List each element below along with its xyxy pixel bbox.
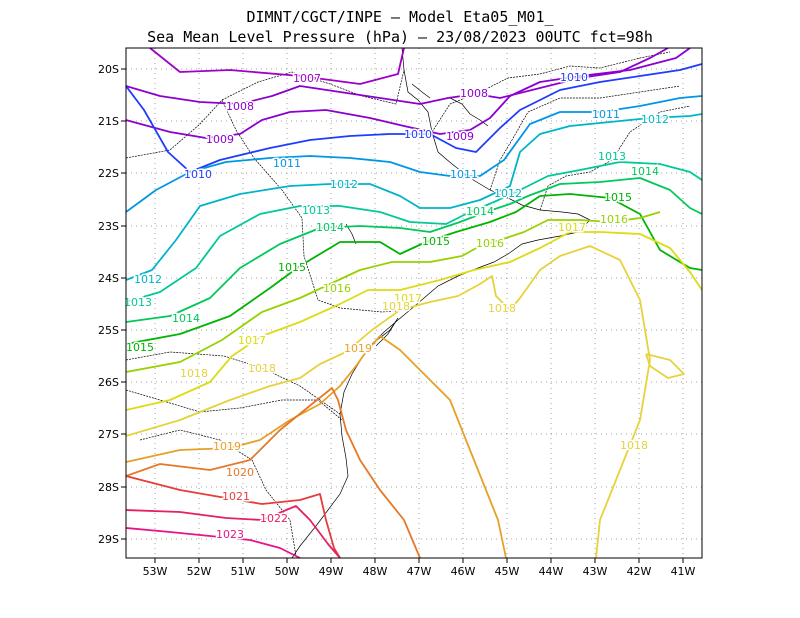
isobar-label-1013: 1013 bbox=[302, 204, 330, 217]
isobar-label-1017: 1017 bbox=[558, 221, 586, 234]
isobar-1020 bbox=[125, 387, 421, 559]
lon-tick-label: 43W bbox=[583, 565, 608, 578]
isobar-label-1015: 1015 bbox=[278, 261, 306, 274]
state-border bbox=[221, 99, 411, 313]
map-title-line1: DIMNT/CGCT/INPE – Model Eta05_M01_ bbox=[246, 8, 554, 26]
map-title-line2: Sea Mean Level Pressure (hPa) – 23/08/20… bbox=[147, 28, 653, 46]
lat-lon-grid bbox=[126, 48, 702, 558]
isobar-1021 bbox=[125, 475, 341, 559]
lon-tick-label: 52W bbox=[187, 565, 212, 578]
lat-tick-label: 23S bbox=[98, 220, 119, 233]
plot-frame bbox=[125, 47, 703, 559]
isobar-label-1012: 1012 bbox=[330, 178, 358, 191]
lon-tick-label: 41W bbox=[671, 565, 696, 578]
isobar-label-1015: 1015 bbox=[126, 341, 154, 354]
lat-tick-label: 26S bbox=[98, 376, 119, 389]
isobar-1016 bbox=[125, 211, 661, 373]
lat-tick-label: 20S bbox=[98, 63, 119, 76]
lon-tick-label: 46W bbox=[451, 565, 476, 578]
isobar-1014 bbox=[125, 177, 703, 323]
lat-tick-label: 29S bbox=[98, 533, 119, 546]
lon-tick-label: 42W bbox=[627, 565, 652, 578]
isobar-label-1009: 1009 bbox=[446, 130, 474, 143]
lat-tick-label: 28S bbox=[98, 481, 119, 494]
lat-tick-label: 24S bbox=[98, 272, 119, 285]
lat-tick-label: 21S bbox=[98, 115, 119, 128]
isobar-label-1019: 1019 bbox=[213, 440, 241, 453]
isobar-label-1010: 1010 bbox=[184, 168, 212, 181]
isobar-1007 bbox=[149, 47, 405, 85]
lon-tick-label: 48W bbox=[363, 565, 388, 578]
lon-tick-label: 51W bbox=[231, 565, 256, 578]
lon-tick-label: 45W bbox=[495, 565, 520, 578]
isobar-label-1017: 1017 bbox=[394, 292, 422, 305]
isobar-1018 bbox=[125, 245, 651, 559]
lon-tick-label: 47W bbox=[407, 565, 432, 578]
isobar-label-1016: 1016 bbox=[476, 237, 504, 250]
reservoir bbox=[411, 83, 431, 99]
isobar-label-1011: 1011 bbox=[592, 108, 620, 121]
isobar-1008 bbox=[125, 47, 669, 105]
lat-tick-label: 27S bbox=[98, 428, 119, 441]
isobar-label-1022: 1022 bbox=[260, 512, 288, 525]
isobar-label-1014: 1014 bbox=[172, 312, 200, 325]
isobar-label-1014: 1014 bbox=[631, 165, 659, 178]
isobar-1011 bbox=[125, 95, 703, 213]
coastline bbox=[291, 47, 591, 559]
isobar-label-1020: 1020 bbox=[226, 466, 254, 479]
isobar-1022 bbox=[125, 505, 341, 559]
state-border bbox=[125, 69, 405, 159]
axis-ticks: 53W 52W 51W 50W 49W 48W 47W 46W 45W 44W 43W 42W 41W 2… bbox=[98, 63, 696, 578]
isobar-label-1015: 1015 bbox=[422, 235, 450, 248]
lon-tick-label: 53W bbox=[143, 565, 168, 578]
isobar-label-1019: 1019 bbox=[344, 342, 372, 355]
isobar-label-1018: 1018 bbox=[248, 362, 276, 375]
state-border bbox=[489, 85, 681, 191]
isobar-label-1011: 1011 bbox=[450, 168, 478, 181]
isobar-label-1012: 1012 bbox=[134, 273, 162, 286]
isobar-label-1018: 1018 bbox=[382, 300, 410, 313]
isobar-1017 bbox=[125, 231, 703, 411]
isobar-label-1018: 1018 bbox=[488, 302, 516, 315]
isobar-label-1018: 1018 bbox=[620, 439, 648, 452]
isobar-1012 bbox=[125, 113, 703, 281]
isobar-label-1009: 1009 bbox=[206, 133, 234, 146]
isobar-1019 bbox=[125, 335, 507, 559]
isobar-label-1016: 1016 bbox=[600, 213, 628, 226]
isobar-label-1015: 1015 bbox=[604, 191, 632, 204]
isobar-label-1014: 1014 bbox=[316, 221, 344, 234]
state-border bbox=[125, 351, 341, 415]
isobar-label-1008: 1008 bbox=[460, 87, 488, 100]
lon-tick-label: 44W bbox=[539, 565, 564, 578]
state-border bbox=[431, 51, 671, 133]
isobar-label-1011: 1011 bbox=[273, 157, 301, 170]
isobar-1018 bbox=[645, 353, 685, 379]
isobar-label-1012: 1012 bbox=[641, 113, 669, 126]
isobar-label-1010: 1010 bbox=[560, 71, 588, 84]
lat-tick-label: 25S bbox=[98, 324, 119, 337]
isobar-contours bbox=[125, 47, 703, 559]
isobar-label-1012: 1012 bbox=[494, 187, 522, 200]
lon-tick-label: 50W bbox=[275, 565, 300, 578]
isobar-label-1018: 1018 bbox=[180, 367, 208, 380]
isobar-labels: 1007 1008 1008 1009 1009 1010 1010 1010 1011 1011… bbox=[123, 70, 671, 543]
isobar-label-1010: 1010 bbox=[404, 128, 432, 141]
isobar-1023 bbox=[125, 527, 301, 559]
lat-tick-label: 22S bbox=[98, 167, 119, 180]
isobar-1009 bbox=[125, 47, 691, 139]
isobar-label-1008: 1008 bbox=[226, 100, 254, 113]
isobar-label-1014: 1014 bbox=[466, 205, 494, 218]
isobar-1015 bbox=[125, 193, 703, 345]
isobar-1013 bbox=[125, 161, 703, 303]
isobar-label-1016: 1016 bbox=[323, 282, 351, 295]
isobar-label-1021: 1021 bbox=[222, 490, 250, 503]
isobar-label-1023: 1023 bbox=[216, 528, 244, 541]
isobar-label-1007: 1007 bbox=[293, 72, 321, 85]
isobar-label-1017: 1017 bbox=[238, 334, 266, 347]
lon-tick-label: 49W bbox=[319, 565, 344, 578]
isobar-label-1013: 1013 bbox=[598, 150, 626, 163]
state-border bbox=[139, 429, 297, 557]
isobar-label-1013: 1013 bbox=[124, 296, 152, 309]
